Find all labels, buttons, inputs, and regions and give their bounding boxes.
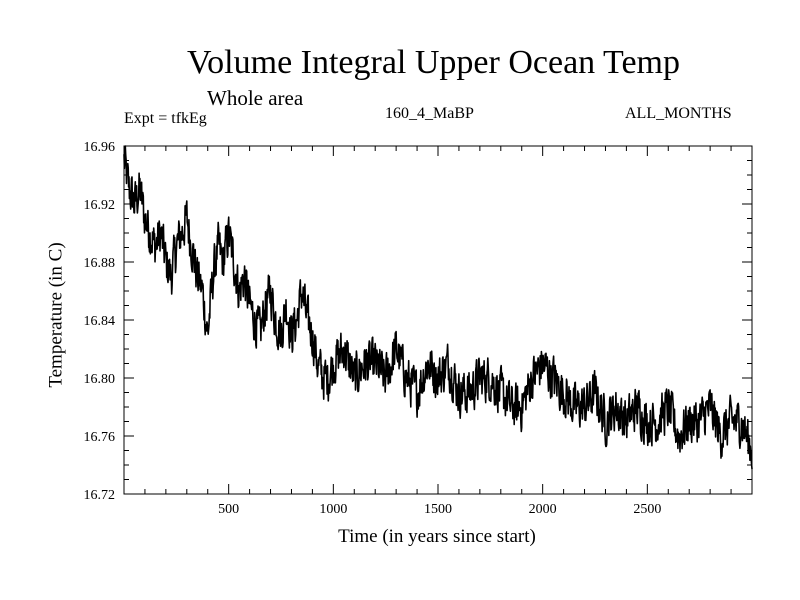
chart-title: Volume Integral Upper Ocean Temp bbox=[187, 44, 680, 81]
x-tick-label: 2500 bbox=[633, 502, 661, 517]
x-tick-label: 500 bbox=[218, 502, 239, 517]
y-tick-label: 16.92 bbox=[84, 198, 116, 213]
x-tick-label: 2000 bbox=[529, 502, 557, 517]
experiment-annotation: Expt = tfkEg bbox=[124, 110, 207, 127]
x-axis-label: Time (in years since start) bbox=[338, 526, 536, 547]
y-tick-label: 16.84 bbox=[84, 314, 116, 329]
y-tick-label: 16.96 bbox=[84, 140, 116, 155]
plot-frame bbox=[123, 145, 753, 495]
y-tick-label: 16.76 bbox=[84, 430, 116, 445]
series-line bbox=[123, 145, 753, 470]
months-annotation: ALL_MONTHS bbox=[625, 105, 732, 122]
y-tick-label: 16.88 bbox=[84, 256, 116, 271]
chart-subtitle: Whole area bbox=[207, 86, 304, 110]
x-axis-ticks: 500 1000 1500 2000 2500 bbox=[144, 146, 732, 517]
run-annotation: 160_4_MaBP bbox=[385, 105, 474, 122]
y-tick-label: 16.72 bbox=[84, 488, 116, 503]
y-tick-label: 16.80 bbox=[84, 372, 116, 387]
x-tick-label: 1000 bbox=[319, 502, 347, 517]
y-axis-ticks: 16.72 16.76 16.80 16.84 16.88 16.92 16.96 bbox=[84, 140, 752, 503]
x-tick-label: 1500 bbox=[424, 502, 452, 517]
